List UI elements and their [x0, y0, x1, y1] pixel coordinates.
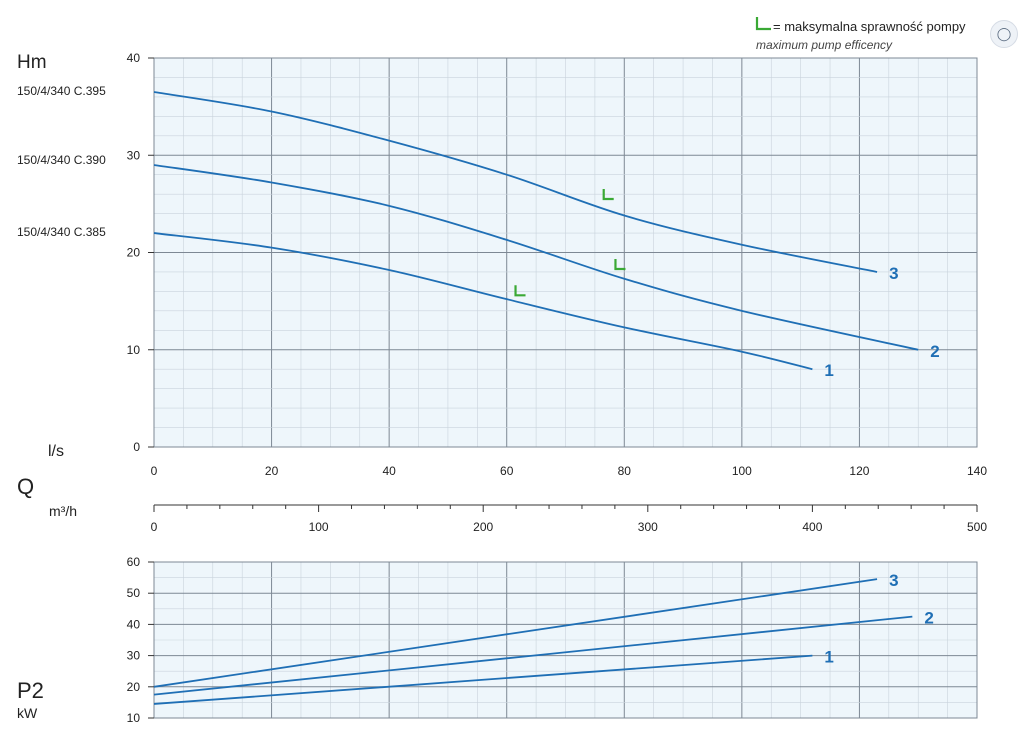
model-label-2: 150/4/340 C.390 — [17, 153, 106, 167]
power-chart-grid: 10 20 30 40 50 60 — [127, 555, 978, 725]
flow-tick-label: 500 — [967, 520, 987, 534]
flow-tick-label: 200 — [473, 520, 493, 534]
power-ytick-label: 20 — [127, 680, 141, 694]
power-curve-label-1: 1 — [824, 648, 833, 667]
flow-tick-label: 400 — [802, 520, 822, 534]
power-frame — [153, 561, 978, 719]
power-curve-1 — [153, 654, 813, 705]
flow-tick-label: 100 — [309, 520, 329, 534]
power-chart-marks: 3 2 1 — [153, 571, 934, 705]
efficiency-marker — [514, 285, 526, 297]
head-y-label: Hm — [17, 52, 47, 73]
head-xtick-label: 0 — [151, 464, 158, 478]
head-curve-label-1: 1 — [824, 361, 833, 380]
power-curve-label-3: 3 — [889, 571, 898, 590]
head-xtick-label: 80 — [618, 464, 632, 478]
head-ytick-label: 0 — [133, 440, 140, 454]
head-xtick-label: 100 — [732, 464, 752, 478]
flow-m3h-axis: 0 100 200 300 400 500 — [151, 504, 987, 534]
efficiency-marker — [602, 189, 614, 201]
flow-tick-label: 300 — [638, 520, 658, 534]
head-chart-grid: 0 10 20 30 40 0 20 40 60 80 100 120 140 — [127, 51, 988, 478]
head-xtick-label: 40 — [382, 464, 396, 478]
head-ytick-label: 20 — [127, 246, 141, 260]
power-curve-label-2: 2 — [924, 609, 933, 628]
efficiency-legend-icon — [755, 17, 771, 31]
power-y-unit: kW — [17, 705, 38, 721]
head-x-unit: l/s — [48, 443, 64, 460]
head-curve-label-2: 2 — [930, 342, 939, 361]
power-curve-3 — [153, 578, 878, 688]
head-chart-marks: 3 2 1 — [153, 91, 940, 380]
power-ytick-label: 10 — [127, 711, 141, 725]
efficiency-marker — [614, 259, 626, 271]
head-xtick-label: 60 — [500, 464, 514, 478]
head-xtick-label: 140 — [967, 464, 987, 478]
flow-unit: m³/h — [49, 503, 77, 519]
head-xtick-label: 20 — [265, 464, 279, 478]
head-ytick-label: 30 — [127, 148, 141, 162]
flow-label: Q — [17, 474, 34, 499]
flow-tick-label: 0 — [151, 520, 158, 534]
model-label-1: 150/4/340 C.385 — [17, 225, 106, 239]
head-ytick-label: 40 — [127, 51, 141, 65]
head-curve-label-3: 3 — [889, 264, 898, 283]
power-ytick-label: 60 — [127, 555, 141, 569]
power-curve-2 — [153, 615, 913, 696]
head-xtick-label: 120 — [849, 464, 869, 478]
legend: L = maksymalna sprawność pompy maximum p… — [755, 17, 966, 52]
power-ytick-label: 50 — [127, 586, 141, 600]
head-curve-1 — [153, 232, 813, 371]
scan-icon[interactable]: ◯ — [990, 20, 1018, 48]
head-curve-3 — [153, 91, 878, 273]
power-y-label: P2 — [17, 678, 44, 703]
head-curve-2 — [153, 164, 919, 351]
power-ytick-label: 30 — [127, 649, 141, 663]
model-label-3: 150/4/340 C.395 — [17, 84, 106, 98]
head-ytick-label: 10 — [127, 343, 141, 357]
power-ytick-label: 40 — [127, 617, 141, 631]
legend-line-2: maximum pump efficency — [756, 38, 893, 52]
legend-line-1: = maksymalna sprawność pompy — [773, 19, 966, 34]
